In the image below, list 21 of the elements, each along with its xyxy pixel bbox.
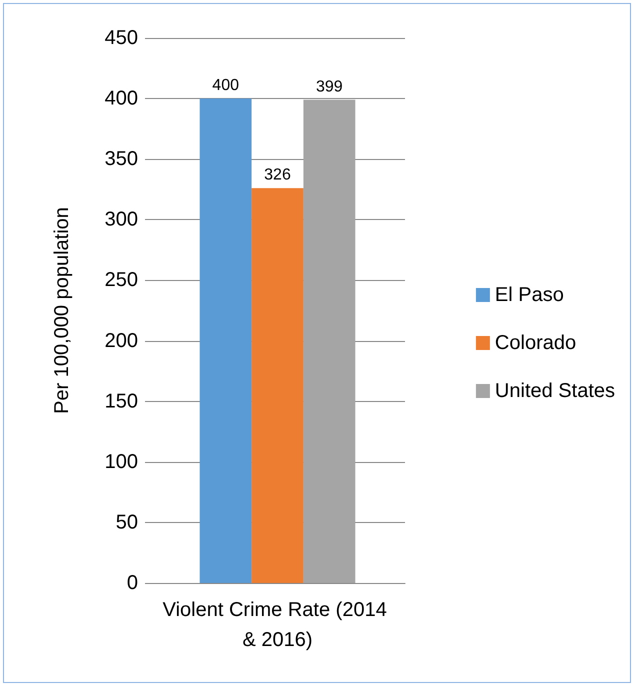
y-tick-label: 350	[104, 148, 138, 170]
legend-label: United States	[494, 380, 616, 402]
x-tick-label: Violent Crime Rate (2014 & 2016)	[162, 599, 392, 651]
bar	[303, 100, 356, 583]
data-label: 400	[212, 77, 240, 94]
data-label: 326	[264, 166, 291, 184]
y-tick-label: 150	[104, 390, 138, 412]
legend-label: El Paso	[494, 284, 564, 306]
y-tick-label: 250	[104, 269, 138, 292]
data-label: 399	[316, 78, 343, 96]
y-tick-label: 50	[116, 511, 138, 534]
y-tick-label: 200	[104, 330, 138, 352]
y-tick-label: 0	[126, 572, 138, 594]
legend-label: Colorado	[494, 332, 576, 354]
bar	[252, 188, 304, 583]
y-tick-label: 400	[104, 88, 138, 110]
y-tick-label: 100	[104, 450, 138, 473]
y-tick-label: 450	[104, 27, 138, 49]
y-axis-title: Per 100,000 population	[51, 207, 73, 414]
bar	[200, 98, 252, 583]
y-tick-label: 300	[104, 208, 138, 231]
